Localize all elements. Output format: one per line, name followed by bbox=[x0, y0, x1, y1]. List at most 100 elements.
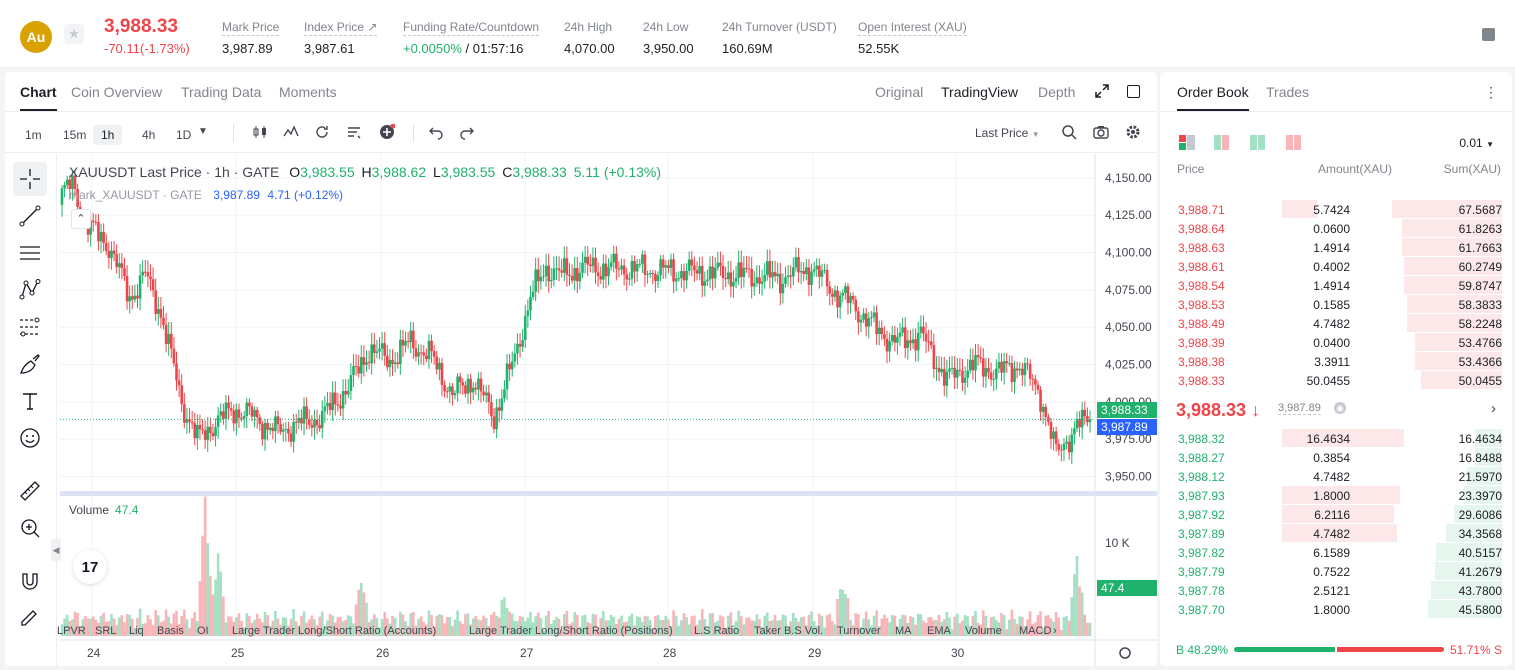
window-icon[interactable] bbox=[1127, 85, 1140, 98]
redo-icon[interactable] bbox=[459, 124, 475, 140]
tab-moments[interactable]: Moments bbox=[279, 84, 337, 100]
precision-select[interactable]: 0.01 ▼ bbox=[1459, 136, 1494, 150]
bid-row[interactable]: 3,987.92 6.2116 29.6086 bbox=[1176, 505, 1502, 524]
book-icon[interactable] bbox=[1482, 28, 1495, 41]
ask-row[interactable]: 3,988.63 1.4914 61.7663 bbox=[1176, 238, 1502, 257]
info-icon[interactable]: ◉ bbox=[1334, 402, 1346, 414]
volume-bar bbox=[307, 619, 311, 636]
stat-funding-rate[interactable]: Funding Rate/Countdown +0.0050% / 01:57:… bbox=[403, 18, 540, 56]
expand-icon[interactable] bbox=[1095, 84, 1109, 98]
indicator-liq[interactable]: Liq bbox=[129, 625, 144, 637]
candle-body bbox=[622, 265, 626, 275]
text-tool[interactable] bbox=[13, 384, 47, 418]
stat-mark-price[interactable]: Mark Price 3,987.89 bbox=[222, 18, 280, 56]
chevron-down-icon[interactable]: ▼ bbox=[198, 126, 208, 137]
chevron-right-icon[interactable]: › bbox=[1053, 625, 1057, 637]
candle-body bbox=[695, 270, 699, 274]
stat-index-price[interactable]: Index Price ↗ 3,987.61 bbox=[304, 18, 378, 56]
ruler-tool[interactable] bbox=[13, 474, 47, 508]
ask-row[interactable]: 3,988.64 0.0600 61.8263 bbox=[1176, 219, 1502, 238]
refresh-icon[interactable] bbox=[314, 124, 330, 140]
toolbar-collapse-button[interactable]: ◀ bbox=[51, 539, 61, 561]
template-icon[interactable] bbox=[346, 124, 362, 140]
bid-row[interactable]: 3,987.70 1.8000 45.5800 bbox=[1176, 600, 1502, 619]
volume-bar bbox=[310, 615, 314, 636]
ask-row[interactable]: 3,988.53 0.1585 58.3833 bbox=[1176, 295, 1502, 314]
gear-icon[interactable] bbox=[1125, 124, 1141, 140]
favorite-star-icon[interactable]: ★ bbox=[64, 24, 84, 44]
brush-tool[interactable] bbox=[13, 347, 47, 381]
bid-row[interactable]: 3,987.82 6.1589 40.5157 bbox=[1176, 543, 1502, 562]
undo-icon[interactable] bbox=[428, 124, 444, 140]
fib-tool[interactable] bbox=[13, 310, 47, 344]
bid-row[interactable]: 3,988.32 16.4634 16.4634 bbox=[1176, 429, 1502, 448]
indicator-srl[interactable]: SRL bbox=[95, 625, 117, 637]
add-indicator-icon[interactable] bbox=[379, 124, 395, 140]
bid-row[interactable]: 3,987.89 4.7482 34.3568 bbox=[1176, 524, 1502, 543]
indicator-basis[interactable]: Basis bbox=[157, 625, 184, 637]
ask-row[interactable]: 3,988.54 1.4914 59.8747 bbox=[1176, 276, 1502, 295]
trendline-tool[interactable] bbox=[13, 199, 47, 233]
indicator-turnover[interactable]: Turnover bbox=[837, 625, 881, 637]
indicator-oi[interactable]: OI bbox=[197, 625, 209, 637]
stat-open-interest[interactable]: Open Interest (XAU) 52.55K bbox=[858, 18, 967, 56]
tab-order-book[interactable]: Order Book bbox=[1177, 84, 1249, 111]
bid-row[interactable]: 3,988.27 0.3854 16.8488 bbox=[1176, 448, 1502, 467]
interval-1d[interactable]: 1D bbox=[176, 128, 192, 142]
volume-bar bbox=[596, 628, 600, 636]
collapse-legend-button[interactable]: ⌃ bbox=[71, 209, 91, 229]
price-source-select[interactable]: Last Price ▼ bbox=[975, 126, 1040, 140]
book-view-split-icon[interactable] bbox=[1214, 135, 1230, 151]
view-original[interactable]: Original bbox=[875, 84, 924, 100]
ask-row[interactable]: 3,988.71 5.7424 67.5687 bbox=[1176, 200, 1502, 219]
indicator-ma[interactable]: MA bbox=[895, 625, 912, 637]
candle-type-icon[interactable] bbox=[252, 124, 268, 140]
tab-trading-data[interactable]: Trading Data bbox=[181, 84, 262, 100]
crosshair-tool[interactable] bbox=[13, 162, 47, 196]
tradingview-logo[interactable]: 17 bbox=[73, 550, 107, 584]
ask-row[interactable]: 3,988.33 50.0455 50.0455 bbox=[1176, 371, 1502, 390]
magnet-tool[interactable] bbox=[13, 564, 47, 598]
horizontal-lines-tool[interactable] bbox=[13, 236, 47, 270]
interval-1h[interactable]: 1h bbox=[93, 125, 123, 145]
ask-row[interactable]: 3,988.61 0.4002 60.2749 bbox=[1176, 257, 1502, 276]
tab-trades[interactable]: Trades bbox=[1266, 84, 1310, 100]
x-tick-label: 29 bbox=[808, 646, 822, 660]
indicator-ema[interactable]: EMA bbox=[927, 625, 951, 637]
indicator-volume[interactable]: Volume bbox=[965, 625, 1002, 637]
search-icon[interactable] bbox=[1061, 124, 1077, 140]
bid-row[interactable]: 3,987.79 0.7522 41.2679 bbox=[1176, 562, 1502, 581]
interval-4h[interactable]: 4h bbox=[142, 128, 156, 142]
indicator-large-trader-long-short-ratio-accounts-[interactable]: Large Trader Long/Short Ratio (Accounts) bbox=[232, 625, 437, 637]
more-icon[interactable]: ⋮ bbox=[1484, 84, 1498, 100]
indicator-l-s-ratio[interactable]: L.S Ratio bbox=[694, 625, 740, 637]
interval-1m[interactable]: 1m bbox=[25, 128, 42, 142]
candlestick-chart[interactable]: 4,150.00 4,125.00 4,100.00 4,075.00 4,050.00… bbox=[60, 154, 1157, 666]
volume-bar bbox=[862, 618, 865, 636]
indicator-taker-b-s-vol-[interactable]: Taker B.S Vol. bbox=[754, 625, 824, 637]
ask-row[interactable]: 3,988.39 0.0400 53.4766 bbox=[1176, 333, 1502, 352]
interval-15m[interactable]: 15m bbox=[63, 128, 87, 142]
indicator-lpvr[interactable]: LPVR bbox=[57, 625, 86, 637]
pattern-tool[interactable] bbox=[13, 273, 47, 307]
emoji-tool[interactable] bbox=[13, 421, 47, 455]
tab-coin-overview[interactable]: Coin Overview bbox=[71, 84, 163, 100]
book-view-asks-icon[interactable] bbox=[1286, 135, 1302, 151]
ask-row[interactable]: 3,988.49 4.7482 58.2248 bbox=[1176, 314, 1502, 333]
indicator-large-trader-long-short-ratio-positions-[interactable]: Large Trader Long/Short Ratio (Positions… bbox=[469, 625, 673, 637]
book-view-both-icon[interactable] bbox=[1179, 135, 1195, 151]
lock-draw-tool[interactable] bbox=[13, 600, 47, 634]
chevron-right-icon[interactable]: › bbox=[1491, 400, 1496, 417]
bid-row[interactable]: 3,987.93 1.8000 23.3970 bbox=[1176, 486, 1502, 505]
camera-icon[interactable] bbox=[1093, 124, 1109, 140]
indicators-icon[interactable] bbox=[283, 124, 299, 140]
book-view-bids-icon[interactable] bbox=[1250, 135, 1266, 151]
indicator-macd[interactable]: MACD bbox=[1019, 625, 1052, 637]
bid-row[interactable]: 3,988.12 4.7482 21.5970 bbox=[1176, 467, 1502, 486]
tab-chart[interactable]: Chart bbox=[20, 84, 57, 111]
bid-row[interactable]: 3,987.78 2.5121 43.7800 bbox=[1176, 581, 1502, 600]
zoom-tool[interactable] bbox=[13, 511, 47, 545]
view-depth[interactable]: Depth bbox=[1038, 84, 1076, 100]
view-tradingview[interactable]: TradingView bbox=[941, 84, 1019, 100]
ask-row[interactable]: 3,988.38 3.3911 53.4366 bbox=[1176, 352, 1502, 371]
